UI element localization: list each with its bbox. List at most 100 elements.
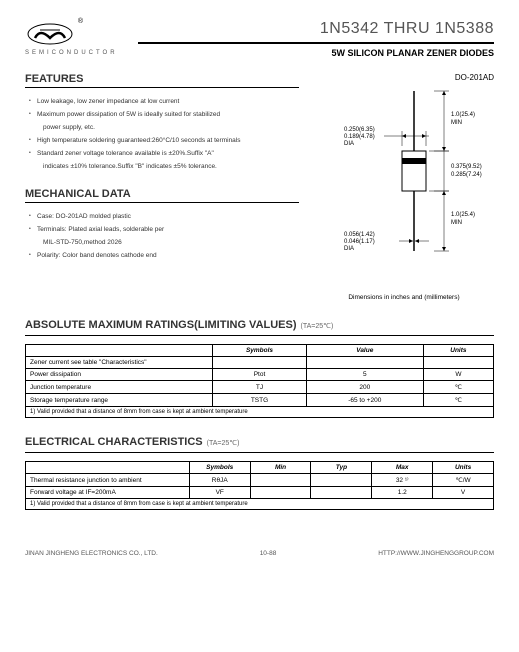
- dim-label: DIA: [344, 141, 354, 147]
- table-cell: TJ: [213, 381, 307, 394]
- ratings-title: ABSOLUTE MAXIMUM RATINGS(LIMITING VALUES…: [25, 319, 297, 331]
- table-header: Max: [372, 462, 433, 474]
- main-title: 1N5342 THRU 1N5388: [138, 20, 494, 38]
- table-header: Typ: [311, 462, 372, 474]
- dim-label: 0.250(6.35): [344, 127, 375, 133]
- dim-label: 0.375(9.52): [451, 164, 482, 170]
- package-diagram: 1.0(25.4) MIN 0.375(9.52) 0.285(7.24) 1.…: [314, 86, 494, 286]
- ta-note: (TA=25℃): [301, 322, 334, 330]
- table-cell: Zener current see table "Characteristics…: [26, 357, 213, 369]
- table-cell: Power dissipation: [26, 369, 213, 381]
- table-cell: 5: [306, 369, 423, 381]
- registered-mark: ®: [78, 18, 83, 25]
- title-underline: [25, 87, 299, 88]
- title-underline: [25, 335, 494, 336]
- company-logo: ®: [25, 20, 75, 48]
- dim-label: MIN: [451, 120, 462, 126]
- table-cell: VF: [189, 487, 250, 499]
- title-rule: [138, 42, 494, 44]
- table-cell: ℃: [423, 394, 493, 407]
- table-header: Symbols: [189, 462, 250, 474]
- table-header: Value: [306, 345, 423, 357]
- page-footer: JINAN JINGHENG ELECTRONICS CO., LTD. 10-…: [25, 550, 494, 557]
- dim-label: 0.285(7.24): [451, 172, 482, 178]
- table-header: Symbols: [213, 345, 307, 357]
- list-item: Maximum power dissipation of 5W is ideal…: [29, 109, 299, 120]
- dim-label: 0.056(1.42): [344, 232, 375, 238]
- table-cell: ℃: [423, 381, 493, 394]
- table-header: Min: [250, 462, 311, 474]
- table-row: Junction temperatureTJ200℃: [26, 381, 494, 394]
- list-item: Low leakage, low zener impedance at low …: [29, 96, 299, 107]
- table-cell: Forward voltage at IF=200mA: [26, 487, 190, 499]
- dim-label: DIA: [344, 246, 354, 252]
- dimension-caption: Dimensions in inches and (millimeters): [314, 294, 494, 301]
- table-cell: W: [423, 369, 493, 381]
- page-header: ® SEMICONDUCTOR 1N5342 THRU 1N5388 5W SI…: [25, 20, 494, 58]
- list-item: indicates ±10% tolerance.Suffix "B" indi…: [29, 161, 299, 172]
- table-cell: Thermal resistance junction to ambient: [26, 474, 190, 487]
- title-underline: [25, 452, 494, 453]
- dim-label: 1.0(25.4): [451, 212, 475, 218]
- table-note: 1) Valid provided that a distance of 8mm…: [26, 407, 494, 418]
- table-cell: Ptot: [213, 369, 307, 381]
- list-item: Standard zener voltage tolerance availab…: [29, 148, 299, 159]
- dim-label: 0.046(1.17): [344, 239, 375, 245]
- dim-label: 0.189(4.78): [344, 134, 375, 140]
- dim-label: MIN: [451, 220, 462, 226]
- left-column: FEATURES Low leakage, low zener impedanc…: [25, 73, 299, 301]
- table-header: Units: [433, 462, 494, 474]
- ratings-section: ABSOLUTE MAXIMUM RATINGS(LIMITING VALUES…: [25, 319, 494, 418]
- ta-note: (TA=25℃): [207, 439, 240, 447]
- electrical-table: SymbolsMinTypMaxUnitsThermal resistance …: [25, 461, 494, 510]
- list-item: power supply, etc.: [29, 122, 299, 133]
- table-cell: 200: [306, 381, 423, 394]
- table-row: Storage temperature rangeTSTG-65 to +200…: [26, 394, 494, 407]
- table-header: [26, 462, 190, 474]
- table-cell: TSTG: [213, 394, 307, 407]
- title-underline: [25, 202, 299, 203]
- logo-area: ® SEMICONDUCTOR: [25, 20, 118, 56]
- footer-left: JINAN JINGHENG ELECTRONICS CO., LTD.: [25, 550, 158, 557]
- table-cell: Junction temperature: [26, 381, 213, 394]
- table-cell: V: [433, 487, 494, 499]
- electrical-section: ELECTRICAL CHARACTERISTICS (TA=25℃) Symb…: [25, 436, 494, 510]
- dim-label: 1.0(25.4): [451, 112, 475, 118]
- electrical-title: ELECTRICAL CHARACTERISTICS: [25, 436, 203, 448]
- list-item: Terminals: Plated axial leads, solderabl…: [29, 224, 299, 235]
- package-label: DO-201AD: [314, 73, 494, 82]
- footer-right: HTTP://WWW.JINGHENGGROUP.COM: [378, 550, 494, 557]
- list-item: Case: DO-201AD molded plastic: [29, 211, 299, 222]
- table-cell: [306, 357, 423, 369]
- table-cell: RθJA: [189, 474, 250, 487]
- table-cell: [213, 357, 307, 369]
- ratings-table: SymbolsValueUnits Zener current see table…: [25, 344, 494, 418]
- table-cell: Storage temperature range: [26, 394, 213, 407]
- table-header: [26, 345, 213, 357]
- title-area: 1N5342 THRU 1N5388 5W SILICON PLANAR ZEN…: [138, 20, 494, 58]
- table-row: Power dissipationPtot5W: [26, 369, 494, 381]
- right-column: DO-201AD 1.0(25.4) MIN 0.375(9.52) 0.285…: [314, 73, 494, 301]
- table-row: Zener current see table "Characteristics…: [26, 357, 494, 369]
- features-title: FEATURES: [25, 73, 299, 85]
- footer-center: 10-88: [260, 550, 277, 557]
- table-cell: [250, 487, 311, 499]
- table-header: Units: [423, 345, 493, 357]
- table-cell: -65 to +200: [306, 394, 423, 407]
- table-cell: [423, 357, 493, 369]
- list-item: High temperature soldering guaranteed:26…: [29, 135, 299, 146]
- sub-title: 5W SILICON PLANAR ZENER DIODES: [138, 48, 494, 58]
- table-cell: [311, 474, 372, 487]
- logo-icon: [25, 20, 75, 48]
- mechanical-list: Case: DO-201AD molded plastic Terminals: …: [25, 211, 299, 261]
- mechanical-title: MECHANICAL DATA: [25, 188, 299, 200]
- list-item: MIL-STD-750,method 2026: [29, 237, 299, 248]
- table-cell: [311, 487, 372, 499]
- table-cell: 32 ¹⁾: [372, 474, 433, 487]
- list-item: Polarity: Color band denotes cathode end: [29, 250, 299, 261]
- table-cell: [250, 474, 311, 487]
- table-row: Forward voltage at IF=200mAVF1.2V: [26, 487, 494, 499]
- table-row: Thermal resistance junction to ambientRθ…: [26, 474, 494, 487]
- table-note: 1) Valid provided that a distance of 8mm…: [26, 499, 494, 510]
- table-cell: ℃/W: [433, 474, 494, 487]
